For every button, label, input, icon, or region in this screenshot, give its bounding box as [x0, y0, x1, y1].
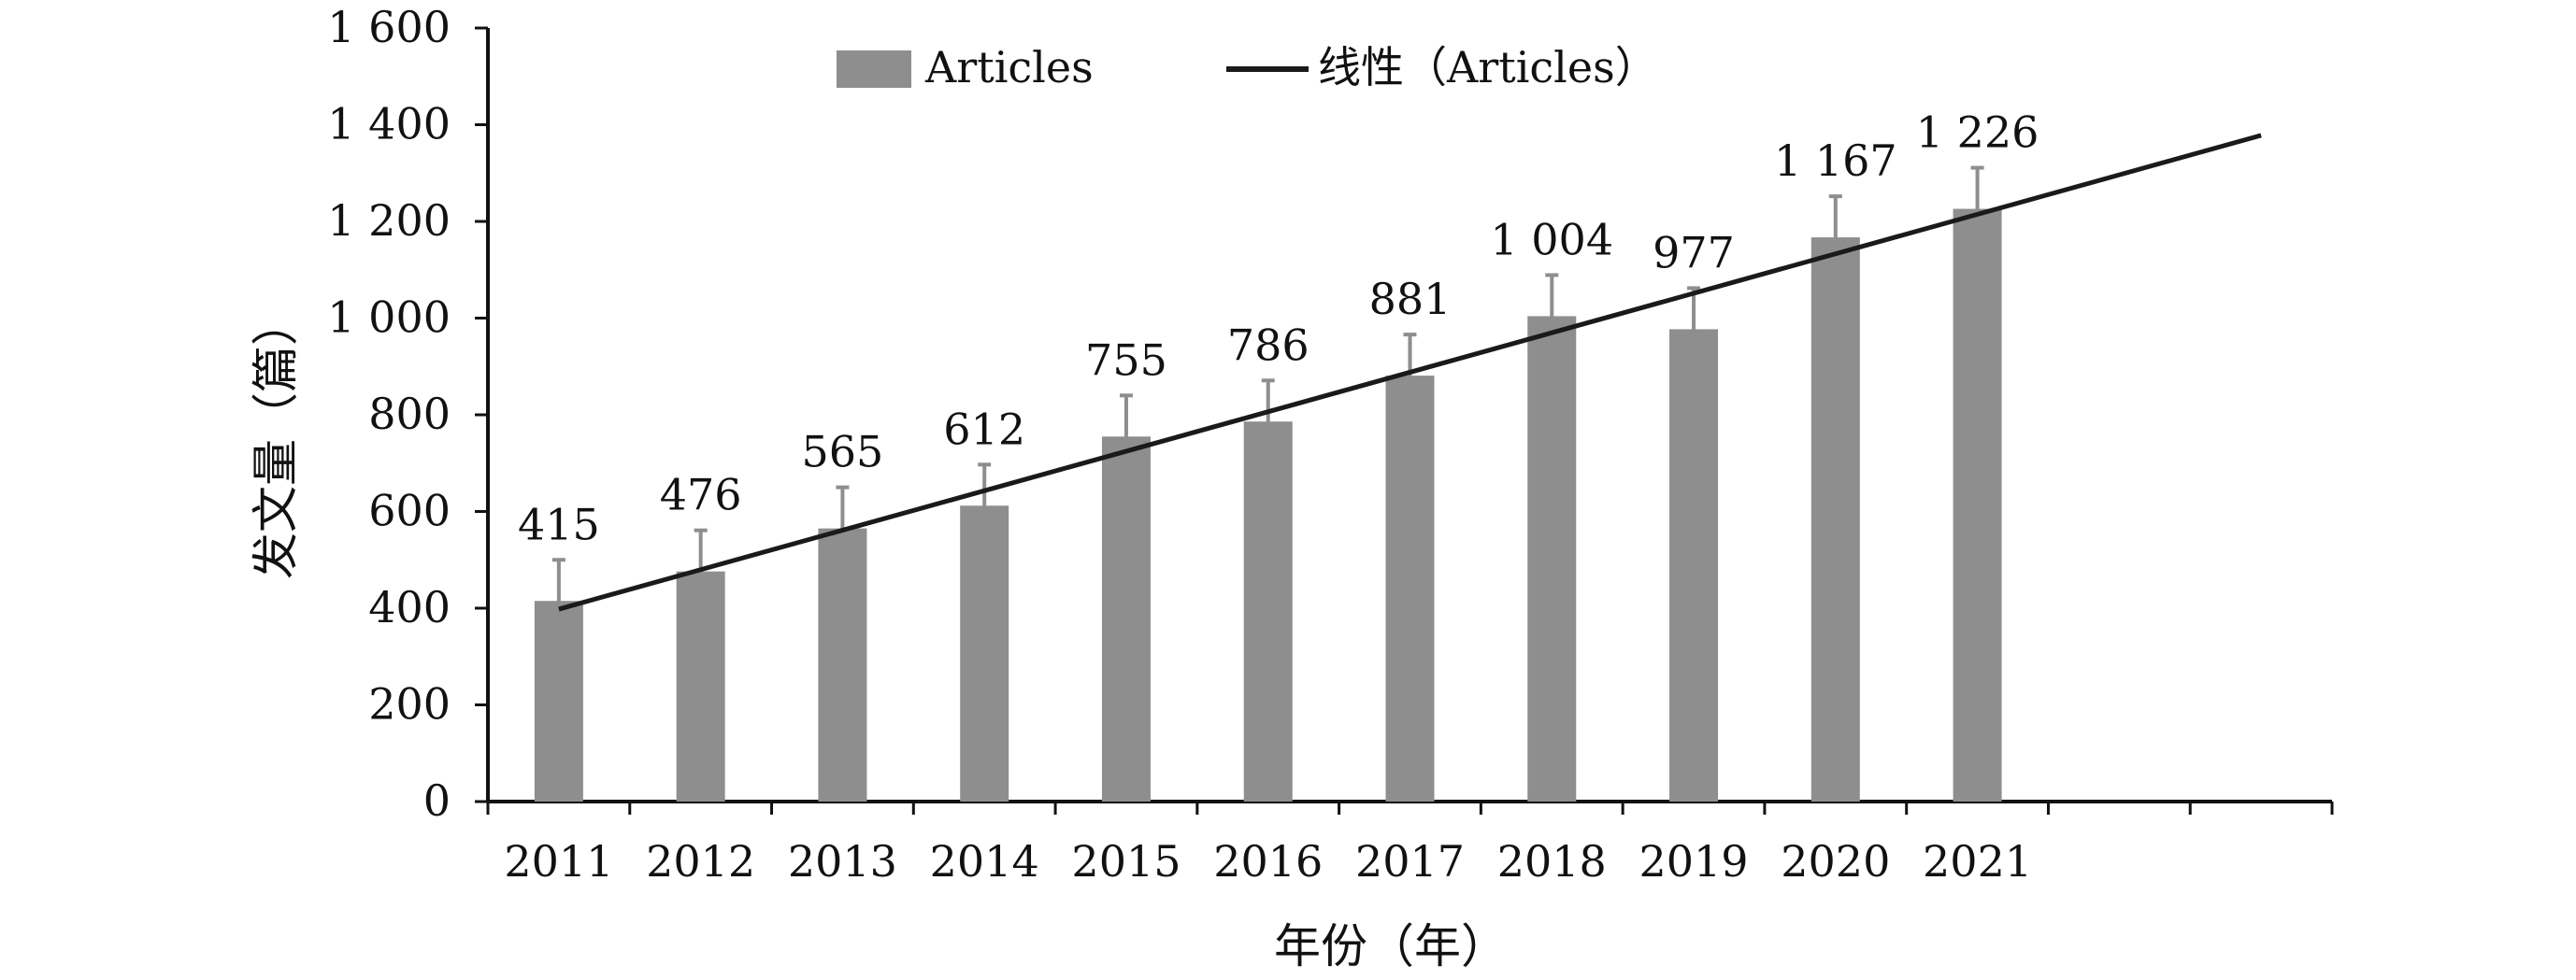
- legend: Articles 线性（Articles）: [837, 42, 1658, 92]
- legend-label-articles: Articles: [924, 42, 1094, 92]
- x-tick-label: 2012: [646, 836, 755, 887]
- x-tick-label: 2017: [1355, 836, 1465, 887]
- y-tick-label: 200: [368, 679, 451, 730]
- legend-swatch-articles: [837, 50, 911, 88]
- data-label: 786: [1227, 320, 1309, 370]
- y-tick-label: 0: [423, 775, 451, 826]
- data-label: 565: [802, 427, 884, 477]
- y-tick-label: 1 600: [327, 2, 451, 52]
- y-axis-title: 发文量（篇）: [249, 299, 303, 579]
- trendline: [558, 133, 2262, 612]
- bar: [1385, 376, 1435, 802]
- x-tick-label: 2015: [1071, 836, 1181, 887]
- data-labels: 415 476 565 612 755 786 881 1 004 977 1 167 1 226: [518, 107, 2039, 550]
- y-tick-label: 600: [368, 486, 451, 536]
- axes: 0 200 400 600 800 1 000 1 200 1 400 1 600 2011 201…: [327, 2, 2334, 887]
- data-label: 612: [943, 404, 1025, 454]
- y-tick-label: 1 000: [327, 292, 451, 343]
- data-label: 755: [1085, 334, 1167, 385]
- x-tick-label: 2016: [1213, 836, 1323, 887]
- x-tick-label: 2020: [1781, 836, 1890, 887]
- legend-label-trendline: 线性（Articles）: [1318, 42, 1658, 92]
- bar: [1101, 436, 1151, 802]
- bar: [1669, 329, 1719, 802]
- x-tick-label: 2014: [930, 836, 1039, 887]
- x-tick-label: 2013: [788, 836, 897, 887]
- bar: [960, 505, 1009, 802]
- bars: [534, 208, 2002, 802]
- x-tick-label: 2018: [1497, 836, 1607, 887]
- bar: [1953, 208, 2002, 802]
- error-bars: [551, 165, 1984, 643]
- trendline-layer: [558, 133, 2262, 612]
- bar: [1527, 316, 1577, 802]
- bar: [1810, 237, 1860, 802]
- data-label: 415: [518, 499, 600, 549]
- bar: [1243, 421, 1293, 802]
- x-tick-label: 2011: [504, 836, 613, 887]
- x-tick-label: 2019: [1639, 836, 1748, 887]
- data-label: 1 004: [1490, 214, 1613, 264]
- data-label: 1 167: [1774, 135, 1897, 186]
- data-label: 476: [660, 470, 742, 520]
- y-tick-label: 1 200: [327, 195, 451, 246]
- data-label: 1 226: [1916, 107, 2039, 158]
- y-tick-label: 800: [368, 389, 451, 439]
- data-label: 977: [1653, 227, 1735, 277]
- y-tick-label: 400: [368, 582, 451, 632]
- bar: [818, 528, 867, 802]
- data-label: 881: [1369, 274, 1452, 324]
- y-tick-label: 1 400: [327, 99, 451, 149]
- x-tick-label: 2021: [1923, 836, 2032, 887]
- x-axis-title: 年份（年）: [1274, 919, 1508, 973]
